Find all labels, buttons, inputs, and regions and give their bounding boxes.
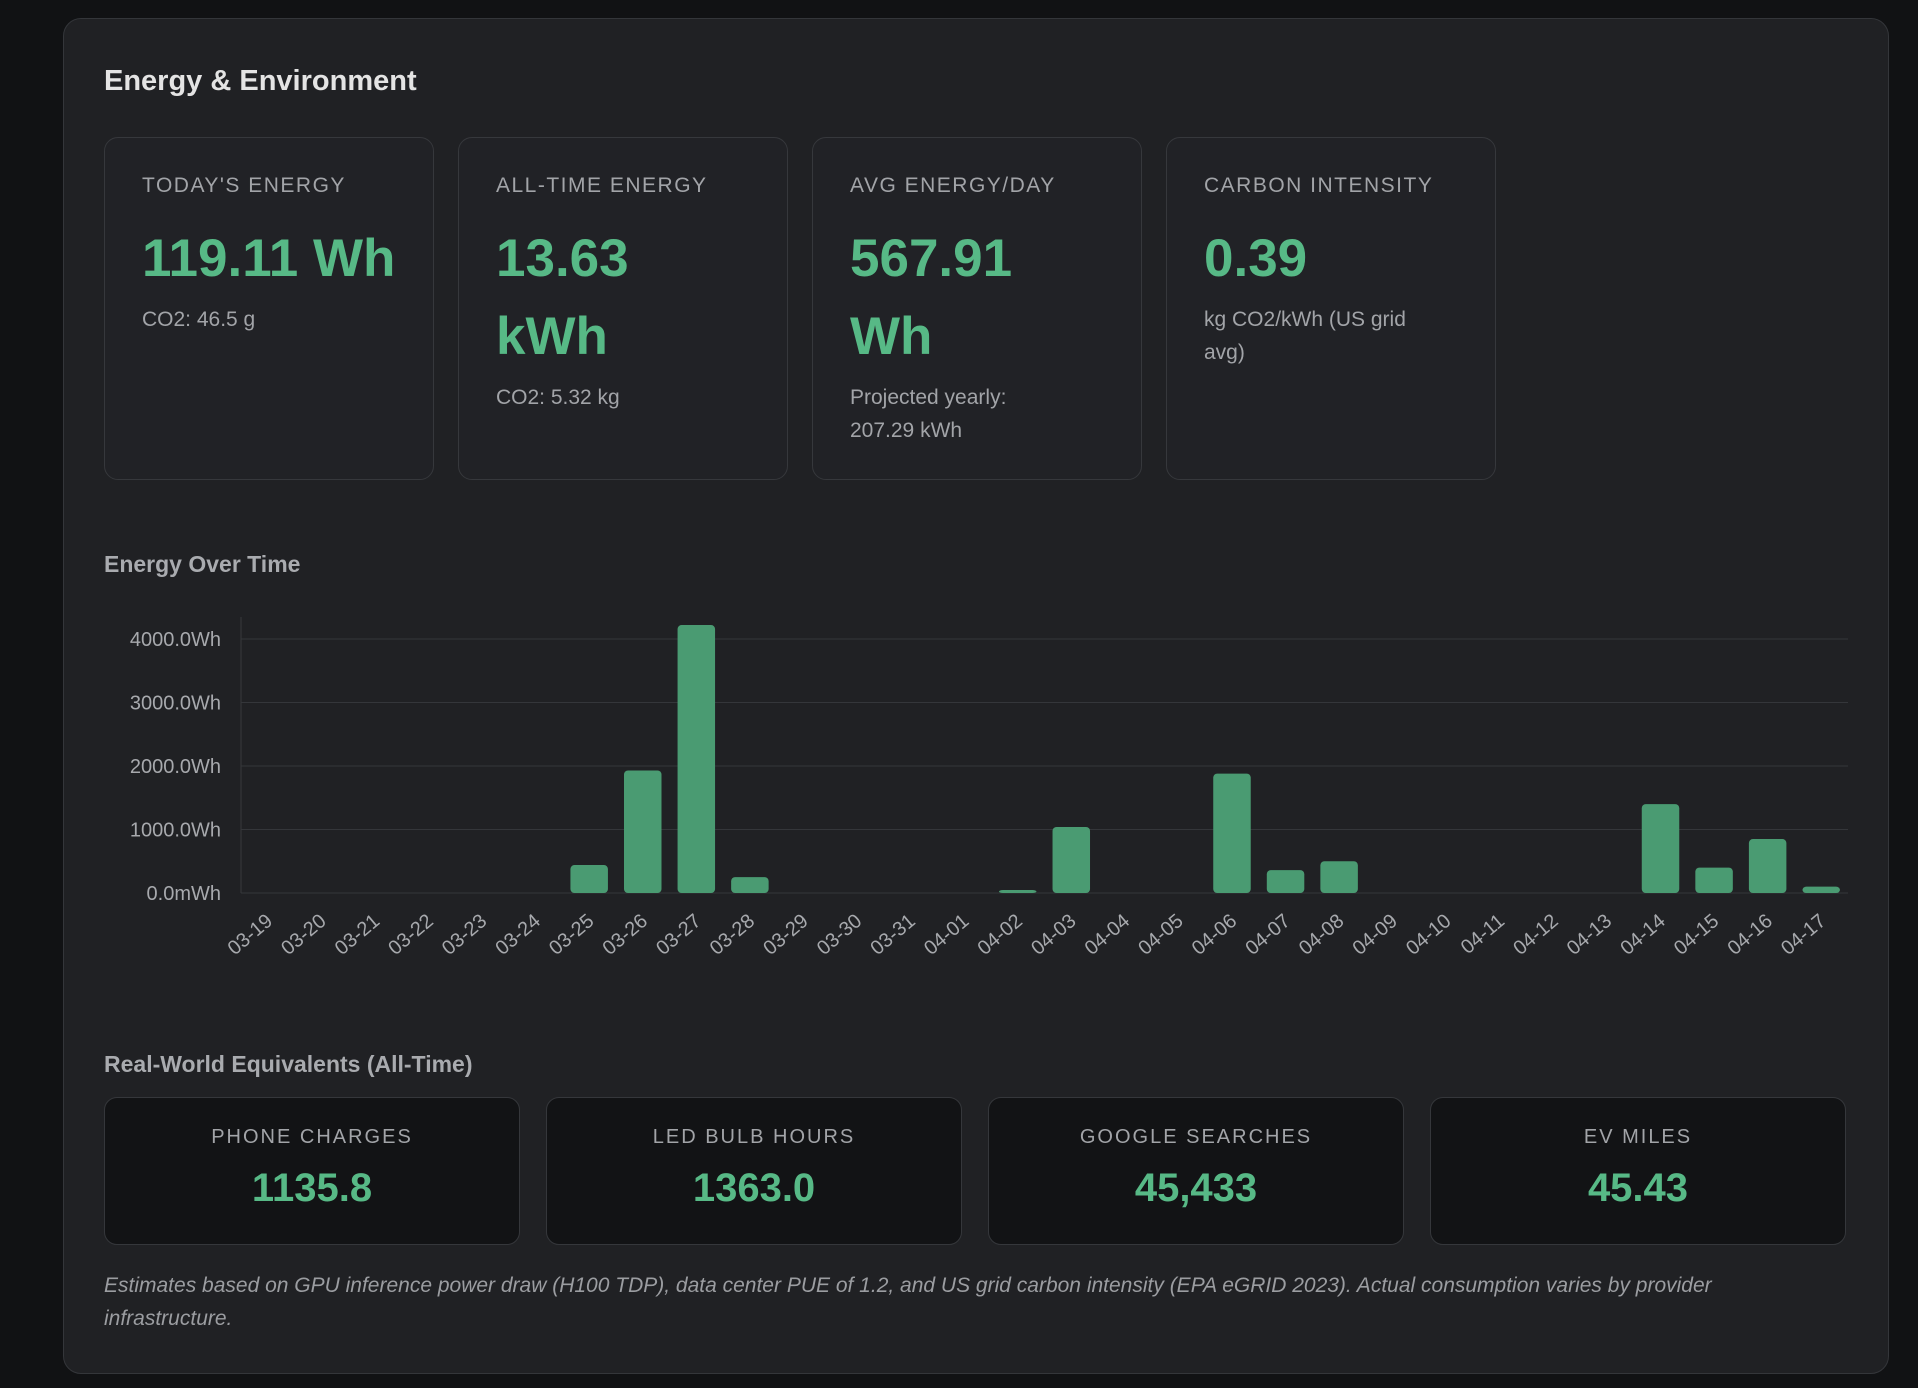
footnote: Estimates based on GPU inference power d…: [104, 1274, 1712, 1330]
x-tick-label: 04-07: [1241, 910, 1294, 960]
equivalent-card-ev-miles: EV MILES 45.43: [1430, 1097, 1846, 1245]
y-tick-label: 4000.0Wh: [130, 629, 221, 651]
x-tick-label: 03-24: [492, 910, 545, 960]
equivalents-title: Real-World Equivalents (All-Time): [104, 1051, 473, 1077]
x-tick-label: 04-04: [1081, 910, 1134, 960]
bar: [1052, 826, 1091, 893]
stat-sub: kg CO2/kWh (US grid avg): [1204, 308, 1406, 364]
y-tick-label: 3000.0Wh: [130, 693, 221, 715]
bar: [624, 770, 662, 893]
stat-label: ALL-TIME ENERGY: [496, 174, 708, 197]
bar: [1213, 773, 1251, 893]
x-tick-label: 03-30: [813, 910, 866, 960]
stat-value: 119.11 Wh: [142, 229, 396, 288]
stat-card-carbon-intensity: CARBON INTENSITY 0.39 kg CO2/kWh (US gri…: [1166, 137, 1496, 480]
equivalent-value: 1135.8: [251, 1166, 373, 1210]
bar: [1266, 870, 1305, 893]
stat-value: 13.63 kWh: [496, 229, 629, 366]
stat-value: 567.91 Wh: [850, 229, 1013, 366]
x-tick-label: 03-23: [438, 910, 491, 960]
x-tick-label: 03-25: [545, 910, 598, 960]
x-tick-label: 04-09: [1349, 910, 1402, 960]
x-tick-label: 04-03: [1027, 910, 1080, 960]
x-tick-label: 03-20: [277, 910, 330, 960]
energy-bar-chart: 0.0mWh 1000.0Wh 2000.0Wh 3000.0Wh 4000.0Wh 03…: [130, 617, 1848, 960]
stat-sub: CO2: 5.32 kg: [496, 386, 620, 409]
stat-sub: Projected yearly: 207.29 kWh: [850, 386, 1007, 442]
x-tick-label: 04-15: [1670, 910, 1723, 960]
x-tick-label: 04-17: [1777, 910, 1830, 960]
bar: [677, 625, 716, 893]
stat-label: CARBON INTENSITY: [1204, 174, 1434, 197]
bar: [1641, 804, 1680, 893]
equivalent-label: GOOGLE SEARCHES: [1079, 1126, 1313, 1148]
stat-card-todays-energy: TODAY'S ENERGY 119.11 Wh CO2: 46.5 g: [104, 137, 434, 480]
stat-card-all-time-energy: ALL-TIME ENERGY 13.63 kWh CO2: 5.32 kg: [458, 137, 788, 480]
equivalent-label: PHONE CHARGES: [211, 1126, 413, 1148]
bar: [1695, 867, 1733, 893]
x-tick-label: 04-12: [1509, 910, 1562, 960]
equivalent-value: 1363.0: [692, 1166, 816, 1210]
stat-label: AVG ENERGY/DAY: [850, 174, 1056, 197]
y-tick-label: 0.0mWh: [147, 883, 221, 905]
equivalent-label: EV MILES: [1583, 1126, 1693, 1148]
equivalent-card-led-bulb-hours: LED BULB HOURS 1363.0: [546, 1097, 962, 1245]
x-tick-label: 03-26: [599, 910, 652, 960]
panel-title: Energy & Environment: [104, 65, 417, 97]
x-tick-label: 03-27: [652, 910, 705, 960]
x-tick-label: 03-21: [331, 910, 384, 960]
stat-value: 0.39: [1204, 229, 1308, 288]
x-tick-label: 04-14: [1616, 910, 1669, 960]
bar: [1320, 861, 1358, 893]
x-tick-label: 04-05: [1134, 910, 1187, 960]
x-tick-label: 03-31: [866, 910, 919, 960]
bar: [1748, 839, 1787, 893]
x-tick-label: 04-02: [974, 910, 1027, 960]
y-tick-label: 1000.0Wh: [130, 820, 221, 842]
x-tick-label: 03-28: [706, 910, 759, 960]
x-tick-label: 03-22: [384, 910, 437, 960]
x-tick-label: 04-13: [1563, 910, 1616, 960]
bar: [570, 865, 608, 893]
x-tick-label: 04-08: [1295, 910, 1348, 960]
y-tick-label: 2000.0Wh: [130, 756, 221, 778]
bar: [998, 890, 1037, 893]
chart-title: Energy Over Time: [104, 551, 301, 577]
energy-panel: Energy & Environment TODAY'S ENERGY 119.…: [63, 18, 1889, 1374]
x-tick-label: 04-10: [1402, 910, 1455, 960]
x-tick-label: 04-11: [1457, 910, 1509, 959]
equivalent-card-phone-charges: PHONE CHARGES 1135.8: [104, 1097, 520, 1245]
x-tick-label: 04-16: [1724, 910, 1777, 960]
stat-label: TODAY'S ENERGY: [142, 174, 346, 197]
bar: [731, 877, 769, 893]
x-tick-label: 03-29: [759, 910, 812, 960]
x-tick-label: 03-19: [224, 910, 277, 960]
stat-card-avg-energy: AVG ENERGY/DAY 567.91 Wh Projected yearl…: [812, 137, 1142, 480]
x-tick-label: 04-06: [1188, 910, 1241, 960]
bar: [1802, 886, 1840, 893]
stat-sub: CO2: 46.5 g: [142, 308, 256, 331]
equivalent-card-google-searches: GOOGLE SEARCHES 45,433: [988, 1097, 1404, 1245]
x-tick-label: 04-01: [920, 910, 973, 960]
equivalent-value: 45.43: [1587, 1166, 1689, 1210]
equivalent-label: LED BULB HOURS: [652, 1126, 856, 1148]
equivalent-value: 45,433: [1134, 1166, 1258, 1210]
